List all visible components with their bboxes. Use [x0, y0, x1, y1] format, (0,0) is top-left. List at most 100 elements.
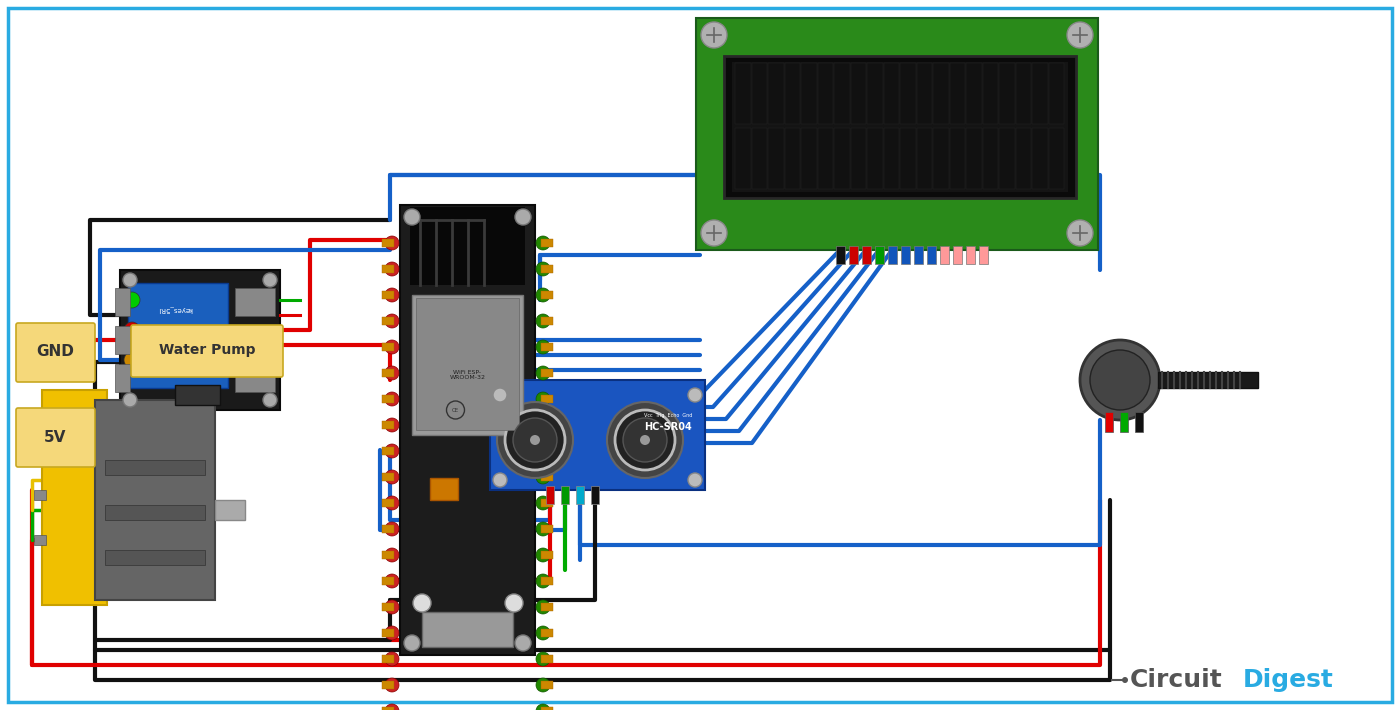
Circle shape — [125, 292, 140, 308]
Circle shape — [536, 548, 550, 562]
Text: 5V: 5V — [43, 430, 66, 444]
Bar — [382, 265, 393, 273]
Bar — [540, 707, 553, 710]
Bar — [382, 239, 393, 247]
Bar — [561, 486, 568, 504]
Circle shape — [263, 273, 277, 287]
Bar — [410, 207, 525, 285]
FancyBboxPatch shape — [15, 408, 95, 467]
Bar — [867, 63, 882, 124]
Bar — [540, 291, 553, 299]
Bar — [784, 128, 799, 189]
Bar — [949, 128, 965, 189]
Bar — [834, 128, 850, 189]
Circle shape — [536, 262, 550, 276]
Bar — [867, 128, 882, 189]
Circle shape — [385, 444, 399, 458]
Circle shape — [1091, 350, 1149, 410]
Bar — [914, 246, 923, 264]
Bar — [752, 128, 767, 189]
Circle shape — [1079, 340, 1161, 420]
Circle shape — [385, 236, 399, 250]
Bar — [966, 128, 981, 189]
Bar — [966, 246, 974, 264]
Bar — [888, 246, 897, 264]
Bar — [34, 535, 46, 545]
Circle shape — [497, 402, 573, 478]
Circle shape — [536, 496, 550, 510]
Bar — [540, 577, 553, 585]
Bar — [917, 128, 932, 189]
Bar — [966, 63, 981, 124]
Circle shape — [536, 366, 550, 380]
Bar — [120, 270, 280, 410]
Bar — [732, 62, 1068, 192]
Bar — [983, 128, 998, 189]
Circle shape — [512, 418, 557, 462]
Bar — [540, 603, 553, 611]
Circle shape — [263, 393, 277, 407]
Bar — [540, 499, 553, 507]
Bar — [382, 421, 393, 429]
Circle shape — [536, 314, 550, 328]
Circle shape — [123, 273, 137, 287]
Bar — [540, 525, 553, 533]
Bar — [851, 63, 867, 124]
Circle shape — [125, 322, 140, 338]
Circle shape — [385, 340, 399, 354]
Circle shape — [536, 574, 550, 588]
Text: Circuit: Circuit — [1130, 668, 1222, 692]
Bar — [382, 291, 393, 299]
Bar — [724, 56, 1077, 198]
Bar — [235, 288, 274, 316]
Bar — [34, 445, 46, 455]
Circle shape — [536, 288, 550, 302]
Circle shape — [493, 388, 507, 402]
Circle shape — [405, 635, 420, 651]
FancyBboxPatch shape — [132, 325, 283, 377]
Text: Vcc  Trig  Echo  Gnd: Vcc Trig Echo Gnd — [644, 413, 692, 417]
FancyBboxPatch shape — [15, 323, 95, 382]
Circle shape — [615, 410, 675, 470]
Text: 10A 250VAC  10A 125VAC
10A  30VDC  10A  28VDC
   SRD-05VDC-SL-C: 10A 250VAC 10A 125VAC 10A 30VDC 10A 28VD… — [143, 339, 207, 355]
Circle shape — [385, 366, 399, 380]
Bar — [1135, 412, 1142, 432]
Circle shape — [385, 392, 399, 406]
Bar — [540, 343, 553, 351]
Bar — [883, 128, 899, 189]
Circle shape — [405, 209, 420, 225]
Bar — [900, 128, 916, 189]
Bar — [1158, 372, 1259, 388]
Bar — [949, 63, 965, 124]
Bar — [235, 364, 274, 392]
Bar — [752, 63, 767, 124]
Text: WiFi ESP-
WROOM-32: WiFi ESP- WROOM-32 — [449, 370, 486, 381]
Circle shape — [536, 236, 550, 250]
Bar — [883, 63, 899, 124]
Bar — [416, 298, 519, 430]
Bar — [540, 265, 553, 273]
Circle shape — [536, 418, 550, 432]
Bar — [115, 364, 130, 392]
Bar — [115, 288, 130, 316]
Bar — [1015, 63, 1030, 124]
Circle shape — [536, 444, 550, 458]
Circle shape — [608, 402, 683, 478]
Bar — [1049, 128, 1064, 189]
Circle shape — [385, 496, 399, 510]
Circle shape — [701, 22, 727, 48]
Bar — [917, 63, 932, 124]
Bar — [540, 447, 553, 455]
Bar — [1015, 128, 1030, 189]
Circle shape — [505, 594, 524, 612]
Bar — [696, 18, 1098, 250]
Circle shape — [385, 704, 399, 710]
Text: GND: GND — [36, 344, 74, 359]
Bar — [1032, 128, 1047, 189]
Circle shape — [385, 288, 399, 302]
Bar — [1120, 412, 1128, 432]
Bar — [818, 128, 833, 189]
Bar — [932, 128, 949, 189]
Bar — [591, 486, 599, 504]
Bar — [735, 128, 750, 189]
